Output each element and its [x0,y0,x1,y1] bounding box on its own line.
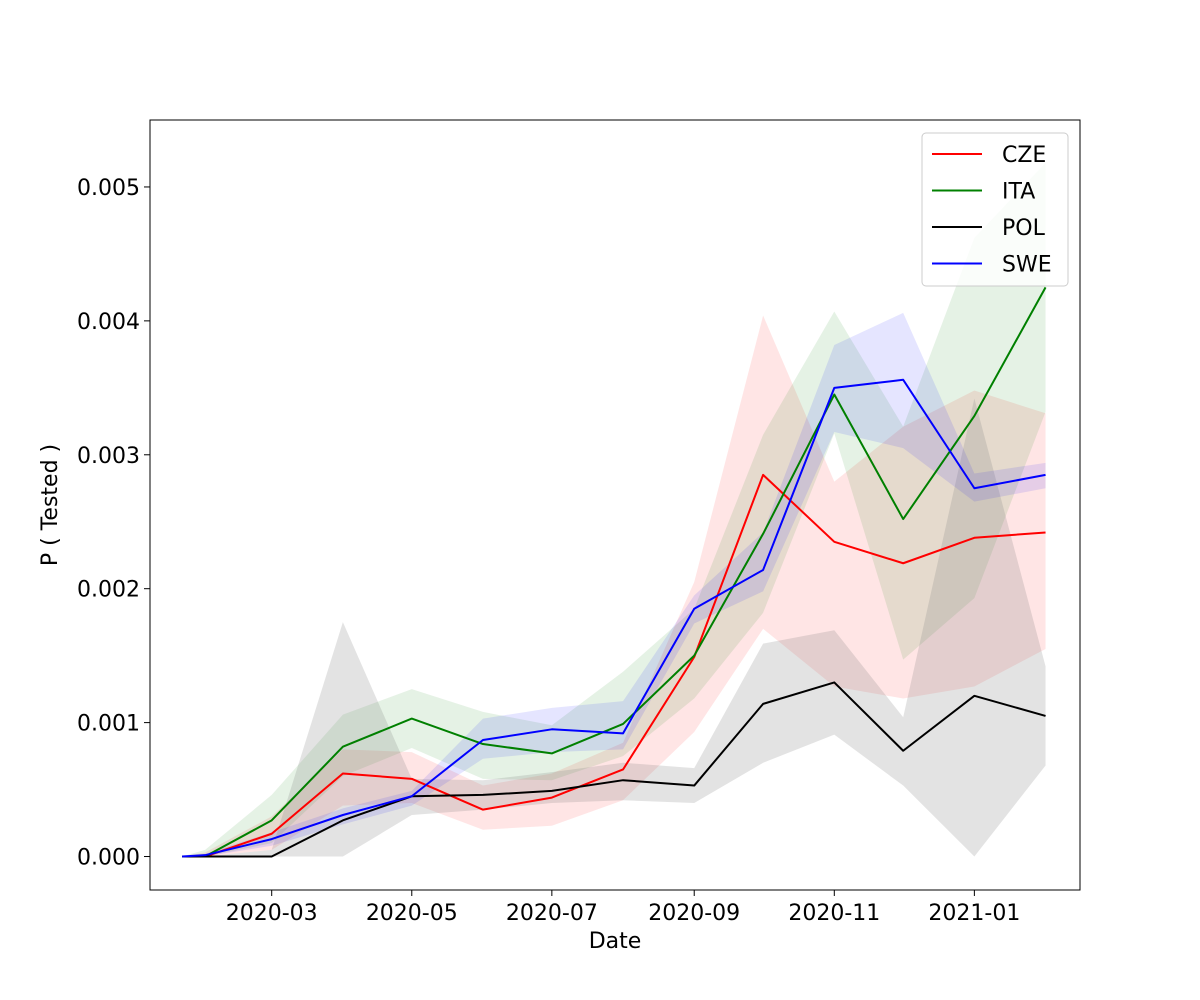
y-tick-label: 0.003 [77,444,140,469]
x-tick-label: 2020-03 [226,901,318,926]
band-cze [182,315,1046,857]
x-tick-label: 2021-01 [928,901,1020,926]
legend-label-cze: CZE [1002,143,1046,168]
legend-label-pol: POL [1002,216,1046,241]
legend-label-ita: ITA [1002,180,1035,205]
x-tick-label: 2020-09 [648,901,740,926]
y-tick-label: 0.000 [77,846,140,871]
band-ita [182,162,1046,857]
line-pol [182,681,1046,858]
plot-frame [149,119,1081,891]
y-axis-label: P ( Tested ) [38,444,63,566]
x-tick-label: 2020-05 [366,901,458,926]
line-ita [182,286,1047,858]
line-cze [182,473,1046,858]
x-tick-label: 2020-07 [506,901,598,926]
legend-label-swe: SWE [1002,253,1052,278]
y-tick-label: 0.002 [77,578,140,603]
legend-box [921,132,1069,287]
confidence-bands [182,162,1046,857]
x-tick-label: 2020-11 [788,901,880,926]
y-axis: 0.000 0.001 0.002 0.003 0.004 0.005 [77,176,150,871]
series-lines [182,286,1047,858]
legend: CZE ITA POL SWE [921,132,1069,287]
y-tick-label: 0.005 [77,176,140,201]
x-axis: 2020-03 2020-05 2020-07 2020-09 2020-11 2021-… [226,890,1020,926]
band-pol [182,398,1046,857]
line-swe [182,378,1046,858]
band-swe [182,312,1046,857]
x-axis-label: Date [589,929,642,954]
y-tick-label: 0.004 [77,310,140,335]
y-tick-label: 0.001 [77,712,140,737]
